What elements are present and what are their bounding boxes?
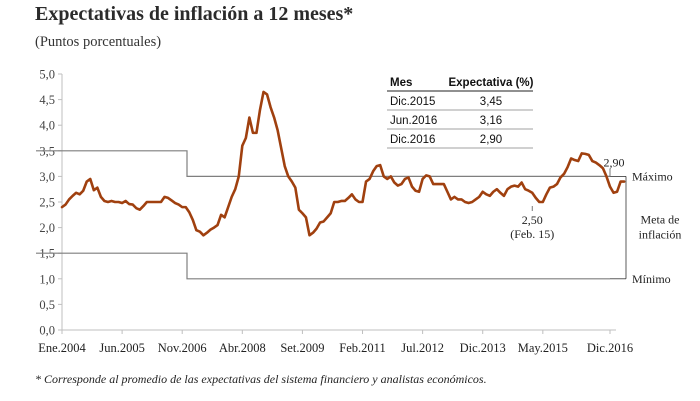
x-tick-label: Dic.2013 <box>460 341 506 355</box>
reference-label-max: Máximo <box>632 169 673 183</box>
x-tick-label: Nov.2006 <box>158 341 207 355</box>
x-tick-label: Jun.2005 <box>99 341 145 355</box>
annotations: 2,90 2,50(Feb. 15) <box>510 156 624 241</box>
table-cell-value: 2,90 <box>480 134 502 146</box>
y-tick-label: 2,0 <box>39 221 55 235</box>
y-axis: 0,00,51,01,52,02,53,03,54,04,55,0 <box>39 68 63 338</box>
footnote: * Corresponde al promedio de las expecta… <box>35 372 487 386</box>
expectations-table: Mes Expectativa (%) Dic.2015 3,45 Jun.2016 3,… <box>387 77 534 149</box>
y-tick-label: 4,0 <box>39 119 55 133</box>
x-tick-label: Set.2009 <box>280 341 324 355</box>
table-cell-month: Dic.2016 <box>390 134 435 146</box>
reference-label-min: Mínimo <box>632 272 671 286</box>
x-tick-label: Jul.2012 <box>401 341 444 355</box>
series-line <box>60 90 626 237</box>
chart-subtitle: (Puntos porcentuales) <box>35 34 162 50</box>
y-tick-label: 3,0 <box>39 170 55 184</box>
y-tick-label: 0,0 <box>39 324 55 338</box>
chart-title: Expectativas de inflación a 12 meses* <box>35 3 354 25</box>
annotation-min-value: 2,50 <box>522 213 543 227</box>
annotation-last-value: 2,90 <box>604 156 625 170</box>
x-axis: Ene.2004 Jun.2005 Nov.2006 Abr.2008 Set.2009… <box>38 329 633 355</box>
target-band-label-line2: inflación <box>639 228 682 242</box>
table-header-month: Mes <box>390 77 412 89</box>
y-tick-label: 2,5 <box>39 196 55 210</box>
table-cell-month: Jun.2016 <box>390 115 437 127</box>
table-cell-value: 3,45 <box>480 96 502 108</box>
x-tick-label: Abr.2008 <box>219 341 266 355</box>
series-line-group <box>60 90 626 237</box>
x-tick-label: Ene.2004 <box>38 341 86 355</box>
x-tick-label: Feb.2011 <box>339 341 385 355</box>
table-cell-value: 3,16 <box>480 115 502 127</box>
y-tick-label: 0,5 <box>39 298 55 312</box>
x-tick-label: Dic.2016 <box>587 341 633 355</box>
target-band-label-line1: Meta de <box>641 213 680 227</box>
annotation-min-date: (Feb. 15) <box>510 227 554 241</box>
y-tick-label: 4,5 <box>39 93 55 107</box>
table-cell-month: Dic.2015 <box>390 96 435 108</box>
reference-line-max <box>36 150 610 177</box>
reference-line-min <box>36 252 610 280</box>
y-tick-label: 5,0 <box>39 68 55 82</box>
y-tick-label: 1,0 <box>39 272 55 286</box>
x-tick-label: May.2015 <box>518 341 568 355</box>
table-header-expectation: Expectativa (%) <box>448 77 533 89</box>
